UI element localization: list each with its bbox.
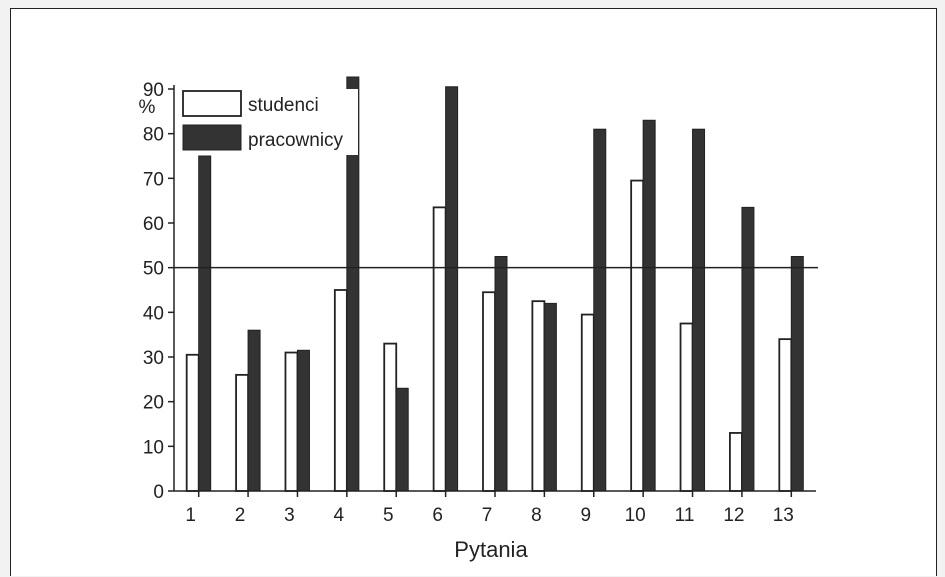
y-tick-label: 20	[143, 393, 164, 414]
x-tick-label: 11	[675, 505, 695, 526]
y-tick-label: 40	[143, 303, 164, 324]
y-tick-label: 90	[143, 80, 164, 101]
y-tick-label: 60	[143, 214, 164, 235]
bar-pracownicy	[543, 302, 557, 492]
bar-pracownicy	[198, 155, 212, 492]
bar-studenci	[778, 338, 793, 492]
legend: studenci pracownicy	[181, 89, 358, 155]
bar-pracownicy	[593, 128, 607, 492]
bar-studenci	[482, 291, 496, 492]
bar-pracownicy	[247, 329, 261, 492]
bar-studenci	[383, 342, 398, 492]
chart-frame: 0 10 20 30 40 50 60 70 80 90 1 2 3 4 5 6 7 8 9 10 11 12 13 stu…	[10, 8, 937, 576]
x-tick-label: 5	[383, 505, 394, 526]
bar-pracownicy	[790, 256, 804, 492]
x-tick-label: 7	[482, 505, 493, 526]
bars-group	[185, 76, 804, 492]
x-tick-label: 4	[334, 505, 345, 526]
x-tick-label: 12	[723, 505, 744, 526]
x-tick-label: 3	[284, 505, 295, 526]
legend-swatch-pracownicy	[182, 124, 242, 151]
bar-pracownicy	[494, 256, 508, 492]
x-axis-title: Pytania	[454, 537, 528, 562]
bar-studenci	[531, 300, 546, 492]
bar-studenci	[729, 432, 743, 492]
x-tick-label: 1	[185, 505, 196, 526]
bar-pracownicy	[395, 387, 409, 492]
x-tick-label: 6	[432, 505, 443, 526]
y-tick-label: 50	[143, 259, 164, 280]
bar-studenci	[284, 351, 299, 492]
y-tick-label: 10	[143, 437, 164, 458]
bar-pracownicy	[296, 349, 310, 492]
bar-studenci	[432, 206, 447, 492]
bar-studenci	[333, 289, 348, 492]
legend-swatch-studenci	[182, 90, 242, 117]
bar-pracownicy	[692, 128, 706, 492]
y-tick-label: 0	[153, 482, 164, 503]
bar-pracownicy	[445, 86, 459, 492]
bar-studenci	[630, 179, 645, 492]
legend-label-studenci: studenci	[248, 95, 319, 116]
x-tick-label: 8	[531, 505, 542, 526]
bar-studenci	[185, 353, 200, 492]
x-tick-label: 13	[773, 505, 794, 526]
bar-studenci	[235, 373, 249, 492]
y-axis-unit: %	[139, 97, 156, 118]
x-tick-label: 9	[580, 505, 591, 526]
y-tick-label: 80	[143, 125, 164, 146]
bar-pracownicy	[741, 206, 755, 492]
y-tick-label: 70	[143, 169, 164, 190]
x-tick-label: 10	[625, 505, 646, 526]
legend-label-pracownicy: pracownicy	[248, 130, 344, 151]
bar-studenci	[580, 313, 595, 492]
y-tick-label: 30	[143, 348, 164, 369]
bar-pracownicy	[642, 119, 656, 492]
x-tick-label: 2	[235, 505, 246, 526]
bar-studenci	[679, 322, 694, 492]
